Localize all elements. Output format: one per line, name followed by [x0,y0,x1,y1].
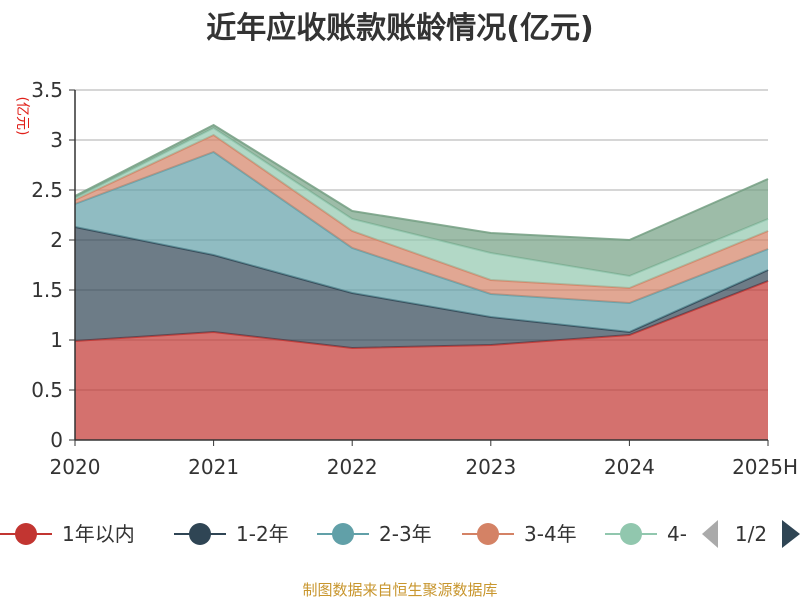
y-tick-label: 1.5 [31,278,63,302]
area-series [74,123,769,440]
y-tick-label: 3 [50,128,63,152]
y-tick-label: 2 [50,228,63,252]
legend-marker [477,523,499,545]
legend: 1年以内 1-2年 2-3年 3-4年 4- [0,522,687,546]
y-tick-label: 1 [50,328,63,352]
x-tick-label: 2023 [465,455,516,479]
area-series-3 [75,152,768,332]
legend-label: 1-2年 [236,522,289,546]
legend-item-1: 1年以内 [0,522,135,546]
legend-next-button[interactable] [782,520,800,548]
x-tick-label: 2021 [188,455,239,479]
legend-item-3: 2-3年 [317,522,432,546]
area-series-2 [75,227,768,348]
legend-prev-button[interactable] [702,520,718,548]
legend-label: 3-4年 [524,522,577,546]
x-tick-label: 2024 [604,455,655,479]
legend-marker [620,523,642,545]
legend-page-indicator: 1/2 [735,522,767,546]
legend-item-4: 3-4年 [462,522,577,546]
legend-label: 2-3年 [379,522,432,546]
y-tick-label: 0 [50,428,63,452]
legend-label: 4- [667,522,687,546]
chevron-left-icon[interactable] [702,520,718,548]
legend-item-5: 4- [605,522,687,546]
y-axis-label: (亿元) [14,97,30,136]
legend-marker [332,523,354,545]
legend-label: 1年以内 [62,522,135,546]
y-tick-label: 0.5 [31,378,63,402]
axes: 0 0.5 1 1.5 2 2.5 3 3.5 2020 2021 2022 2023 2024 2025… [31,78,798,479]
y-tick-label: 3.5 [31,78,63,102]
area-line-6 [74,123,769,242]
chevron-right-icon[interactable] [782,520,800,548]
legend-marker [189,523,211,545]
area-series-4 [75,135,768,303]
y-tick-label: 2.5 [31,178,63,202]
data-source-note: 制图数据来自恒生聚源数据库 [302,581,497,599]
area-series-1 [75,281,768,440]
x-tick-label: 2020 [50,455,101,479]
x-tick-label: 2025H [732,455,798,479]
legend-item-2: 1-2年 [174,522,289,546]
x-tick-label: 2022 [327,455,378,479]
legend-marker [15,523,37,545]
chart-title: 近年应收账款账龄情况(亿元) [206,11,593,46]
